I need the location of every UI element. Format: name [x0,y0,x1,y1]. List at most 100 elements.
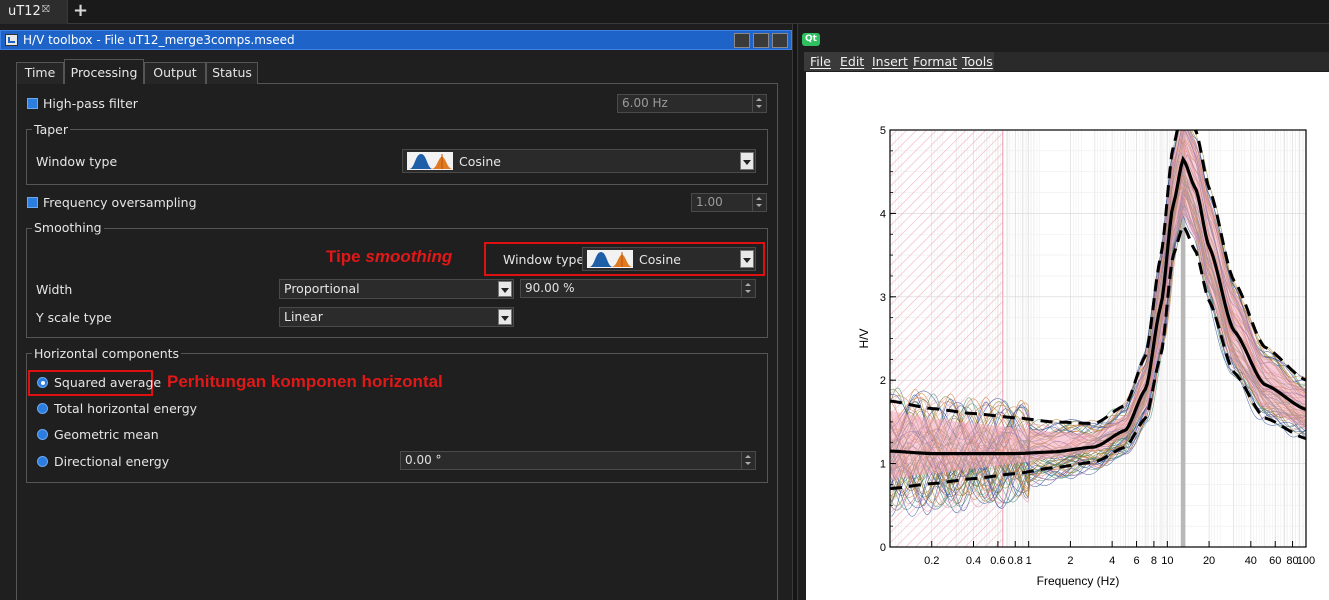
directional-energy-label: Directional energy [54,454,170,469]
x-tick-label: 0.6 [990,555,1005,567]
width-label: Width [36,282,73,297]
menu-edit[interactable]: Edit [840,54,865,69]
smoothing-annotation: Tipe smoothing [326,247,453,266]
chevron-down-icon[interactable] [498,281,512,297]
spin-arrows-icon[interactable] [752,95,766,112]
x-tick-label: 10 [1161,555,1173,567]
peak-frequency-band [1180,130,1186,547]
x-tick-label: 0.8 [1008,555,1023,567]
chevron-down-icon[interactable] [498,309,512,325]
highpass-value: 6.00 Hz [622,96,668,110]
lower-std-curve [890,223,1306,491]
processing-panel [16,83,778,600]
taper-window-combobox[interactable]: Cosine [402,149,756,173]
window-shape-icon [407,152,453,170]
spin-arrows-icon[interactable] [752,194,766,211]
smoothing-group-title: Smoothing [32,220,104,235]
x-tick-label: 0.4 [966,555,981,567]
tab-status[interactable]: Status [206,62,258,84]
document-tab-label: uT12 [8,4,41,19]
geometric-mean-radio[interactable] [37,429,48,440]
y-tick-label: 0 [880,542,886,554]
taper-window-value: Cosine [459,154,501,169]
document-tab[interactable]: uT12 ⛝ [0,0,68,24]
qt-badge: Qt [802,33,820,46]
plot-canvas: 0 1 2 3 4 5 0.2 0.4 0.6 0.8 1 2 4 6 8 10 20 40 60 80 100 Freq… [806,72,1329,600]
total-energy-radio[interactable] [37,403,48,414]
horizontal-annotation: Perhitungan komponen horizontal [167,372,443,391]
squared-average-radio[interactable] [37,377,48,388]
tab-output[interactable]: Output [144,62,206,84]
spin-arrows-icon[interactable] [741,452,755,469]
y-axis-label: H/V [857,328,871,348]
width-type-value: Proportional [284,281,360,296]
y-tick-label: 5 [880,125,886,137]
x-tick-label: 2 [1067,555,1073,567]
window-shape-icon [587,250,633,268]
tab-processing[interactable]: Processing [64,59,144,84]
yscale-label: Y scale type [36,310,112,325]
horizontal-components-group [26,353,768,483]
x-axis-label: Frequency (Hz) [1037,574,1120,588]
smoothing-window-label: Window type [503,252,585,267]
menubar-items-background [804,52,994,71]
window-title: H/V toolbox - File uT12_merge3comps.msee… [23,33,295,47]
smoothing-highlight-box [484,242,765,276]
close-tab-icon[interactable]: ⛝ [42,4,50,15]
chevron-down-icon[interactable] [740,250,754,268]
figure-window: Qt File Edit Insert Format Tools 0 1 2 3 4 5 0… [798,24,1329,600]
menu-file[interactable]: File [810,54,831,69]
oversampling-checkbox[interactable] [27,197,38,208]
app-icon [5,34,18,46]
highpass-checkbox[interactable] [27,98,38,109]
menu-insert[interactable]: Insert [872,54,908,69]
x-tick-label: 100 [1297,555,1315,567]
menu-format[interactable]: Format [913,54,958,69]
oversampling-spinbox[interactable]: 1.00 [691,193,767,212]
width-amount-spinbox[interactable]: 90.00 % [520,279,756,298]
squared-average-highlight-box [28,370,153,396]
x-tick-label: 20 [1203,555,1215,567]
window-curve [890,194,1306,505]
oversampling-value: 1.00 [696,195,723,209]
spin-arrows-icon[interactable] [741,280,755,297]
directional-energy-radio[interactable] [37,456,48,467]
chevron-down-icon[interactable] [740,152,754,170]
minimize-button[interactable] [734,33,750,48]
squared-average-label: Squared average [54,375,162,390]
y-tick-label: 3 [880,292,886,304]
yscale-select[interactable]: Linear [279,307,514,327]
y-tick-label: 1 [880,459,886,471]
y-tick-label: 4 [880,208,886,220]
total-energy-label: Total horizontal energy [54,401,198,416]
yscale-value: Linear [284,309,323,324]
width-amount-value: 90.00 % [525,281,575,295]
panel-splitter[interactable] [792,24,798,600]
x-tick-label: 8 [1151,555,1157,567]
direction-angle-value: 0.00 ° [405,453,442,467]
curves-layer [890,130,1306,517]
tab-time[interactable]: Time [16,62,64,84]
maximize-button[interactable] [753,33,769,48]
x-tick-label: 4 [1109,555,1115,567]
x-tick-label: 1 [1026,555,1032,567]
taper-group-title: Taper [32,122,70,137]
oversampling-label: Frequency oversampling [43,195,197,210]
highpass-label: High-pass filter [43,96,138,111]
add-tab-button[interactable]: + [73,0,89,21]
geometric-mean-label: Geometric mean [54,427,159,442]
smoothing-window-value: Cosine [639,252,681,267]
x-tick-label: 60 [1269,555,1281,567]
smoothing-group [26,228,768,338]
direction-angle-spinbox[interactable]: 0.00 ° [400,451,756,470]
window-titlebar: H/V toolbox - File uT12_merge3comps.msee… [0,30,792,50]
highpass-frequency-spinbox[interactable]: 6.00 Hz [617,94,767,113]
close-window-button[interactable] [772,33,788,48]
mean-curve [890,155,1306,456]
smoothing-window-combobox[interactable]: Cosine [582,247,756,271]
taper-window-label: Window type [36,154,118,169]
menu-tools[interactable]: Tools [962,54,993,69]
width-type-select[interactable]: Proportional [279,279,514,299]
window-curve [890,130,1306,448]
